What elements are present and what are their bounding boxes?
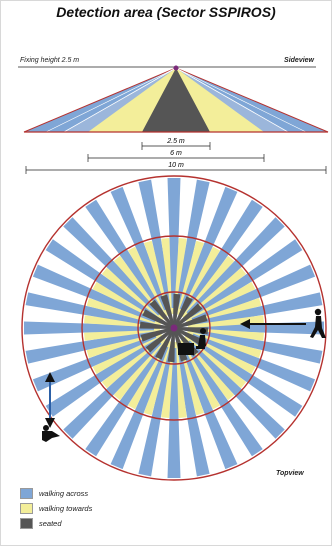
across-zone-ray <box>189 337 303 417</box>
across-zone-ray <box>85 343 165 457</box>
sideview-label: Sideview <box>284 57 314 64</box>
across-zone-ray <box>63 340 162 439</box>
dimension-2-5m-label: 2.5 m <box>166 138 185 145</box>
seated-zone-ray <box>174 303 203 328</box>
legend-swatch-across <box>20 488 33 499</box>
across-zone-ray <box>138 179 173 309</box>
across-zone-ray <box>183 199 263 313</box>
across-zone-ray <box>193 329 323 364</box>
legend-swatch-seated <box>20 518 33 529</box>
seated-zone-ray <box>173 296 193 327</box>
across-zone-ray <box>186 217 285 316</box>
towards-zone-ray <box>161 238 174 315</box>
dimension-10m-label: 10 m <box>168 162 184 169</box>
towards-zone-ray <box>86 298 161 326</box>
seated-zone-ray <box>167 329 175 363</box>
across-zone-ray <box>32 333 157 392</box>
across-zone-ray <box>175 179 210 309</box>
across-zone-ray <box>179 186 238 311</box>
diagram-title: Detection area (Sector SSPIROS) <box>56 4 276 20</box>
across-zone-ray <box>183 343 263 457</box>
towards-zone-ray <box>128 246 169 317</box>
sideview-seated-cone <box>142 68 210 132</box>
topview-ring-6m <box>81 235 267 421</box>
sideview-sensor-icon <box>173 65 179 71</box>
seated-zone-ray <box>175 327 206 347</box>
across-zone-ray <box>186 340 285 439</box>
seated-zone-ray <box>175 314 208 329</box>
across-zone-ray <box>138 347 173 477</box>
dimension-lines <box>25 142 327 174</box>
seated-zone-ray <box>173 293 181 327</box>
towards-zone-ray <box>113 337 167 401</box>
walking-towards-person-icon <box>240 308 326 338</box>
across-zone-ray <box>85 199 165 313</box>
towards-zone-ray <box>187 330 262 358</box>
towards-zone-ray <box>179 339 220 410</box>
legend-label-towards: walking towards <box>39 504 93 513</box>
legend-label-across: walking across <box>39 489 89 498</box>
seated-zone-ray <box>155 329 175 360</box>
topview-ring-2-5m <box>137 291 211 365</box>
seated-zone-ray <box>149 299 174 328</box>
towards-zone-ray <box>185 282 256 323</box>
seated-zone-ray <box>145 328 174 353</box>
legend-swatch-towards <box>20 503 33 514</box>
across-zone-ray <box>63 217 162 316</box>
topview-pattern <box>24 178 324 478</box>
across-zone-ray <box>189 239 303 319</box>
seated-person-icon <box>178 328 206 355</box>
fixing-height-label: Fixing height 2.5 m <box>20 57 80 64</box>
across-zone-ray <box>110 345 169 470</box>
seated-zone-ray <box>175 327 209 335</box>
across-zone-ray <box>175 347 210 477</box>
towards-zone-ray <box>187 315 264 328</box>
legend-item-walking-towards: walking towards <box>20 501 92 516</box>
towards-zone-ray <box>92 333 163 374</box>
legend-label-seated: seated <box>39 519 62 528</box>
topview-sensor-icon <box>170 324 178 332</box>
seated-zone-ray <box>160 294 175 327</box>
towards-zone-ray <box>181 255 235 319</box>
towards-zone-ray <box>144 341 172 416</box>
legend: walking across walking towards seated <box>20 486 92 531</box>
across-zone-ray <box>191 333 316 392</box>
sideview-cones <box>23 65 329 133</box>
across-zone-ray <box>32 264 157 323</box>
legend-item-walking-across: walking across <box>20 486 92 501</box>
across-zone-ray <box>45 239 159 319</box>
legend-item-seated: seated <box>20 516 92 531</box>
topview-ring-10m <box>21 175 327 481</box>
seated-zone-ray <box>142 309 173 329</box>
across-zone-ray <box>25 329 155 364</box>
seated-zone-ray <box>140 327 173 342</box>
across-zone-ray <box>191 264 316 323</box>
towards-zone-ray <box>84 328 161 341</box>
towards-zone-ray <box>176 240 204 315</box>
dimension-6m-label: 6 m <box>170 150 182 157</box>
walking-across-person-icon <box>42 372 60 442</box>
towards-zone-ray <box>101 267 165 321</box>
towards-zone-ray <box>174 341 187 418</box>
seated-zone-ray <box>139 321 173 329</box>
across-zone-ray <box>193 292 323 327</box>
topview-label: Topview <box>276 470 304 477</box>
across-zone-ray <box>25 292 155 327</box>
across-zone-ray <box>179 345 238 470</box>
across-zone-ray <box>45 337 159 417</box>
across-zone-ray <box>110 186 169 311</box>
